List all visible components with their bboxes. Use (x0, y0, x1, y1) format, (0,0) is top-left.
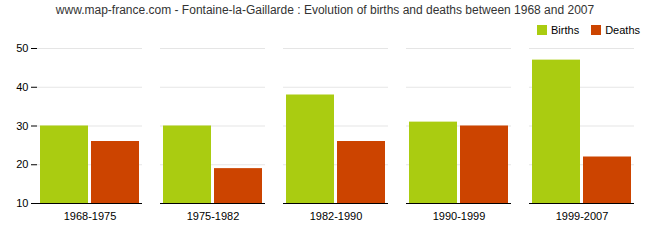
svg-text:1982-1990: 1982-1990 (310, 210, 363, 222)
svg-text:20: 20 (16, 158, 28, 170)
svg-text:1968-1975: 1968-1975 (64, 210, 117, 222)
svg-text:1999-2007: 1999-2007 (556, 210, 609, 222)
svg-text:40: 40 (16, 81, 28, 93)
html-text:Births: Births (551, 24, 580, 36)
svg-text:1990-1999: 1990-1999 (433, 210, 486, 222)
html-text:www.map-france.com - Fontaine-: www.map-france.com - Fontaine-la-Gaillar… (55, 3, 595, 17)
svg-text:50: 50 (16, 42, 28, 54)
svg-text:30: 30 (16, 120, 28, 132)
svg-text:1975-1982: 1975-1982 (187, 210, 240, 222)
html-text:Deaths: Deaths (605, 24, 640, 36)
svg-text:10: 10 (16, 197, 28, 209)
